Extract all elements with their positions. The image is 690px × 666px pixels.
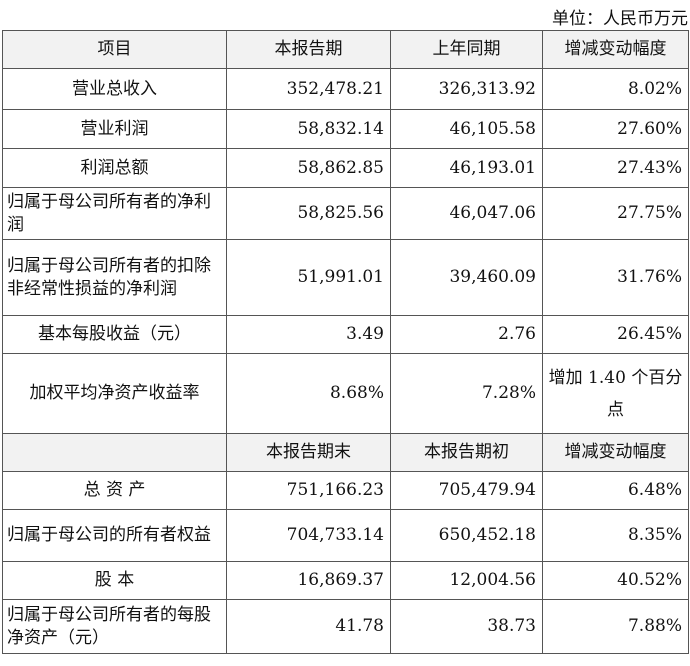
row-label: 归属于母公司的所有者权益 (2, 509, 227, 562)
current-value: 58,862.85 (226, 148, 391, 188)
begin-value: 705,479.94 (390, 471, 543, 510)
change-value: 27.75% (542, 187, 689, 240)
row-label: 基本每股收益（元） (2, 315, 227, 354)
change-value: 40.52% (542, 561, 689, 600)
prior-value: 39,460.09 (390, 239, 543, 316)
unit-note: 单位：人民币万元 (552, 9, 688, 29)
end-value: 16,869.37 (226, 561, 391, 600)
prior-value: 7.28% (390, 353, 543, 434)
begin-value: 38.73 (390, 599, 543, 654)
current-value: 8.68% (226, 353, 391, 434)
change-value: 31.76% (542, 239, 689, 316)
begin-value: 650,452.18 (390, 509, 543, 562)
header-cell (2, 433, 227, 472)
change-value: 26.45% (542, 315, 689, 354)
header-cell: 上年同期 (390, 30, 543, 69)
change-value: 7.88% (542, 599, 689, 654)
table-header-row: 本报告期末 本报告期初 增减变动幅度 (2, 433, 689, 472)
table-row: 基本每股收益（元） 3.49 2.76 26.45% (2, 315, 689, 354)
prior-value: 46,047.06 (390, 187, 543, 240)
table-row: 营业利润 58,832.14 46,105.58 27.60% (2, 109, 689, 149)
current-value: 58,832.14 (226, 109, 391, 149)
change-value: 增加 1.40 个百分点 (542, 353, 689, 434)
header-cell: 项目 (2, 30, 227, 69)
row-label: 营业利润 (2, 109, 227, 149)
end-value: 704,733.14 (226, 509, 391, 562)
table-row: 归属于母公司所有者的每股净资产（元） 41.78 38.73 7.88% (2, 599, 689, 654)
end-value: 41.78 (226, 599, 391, 654)
prior-value: 46,105.58 (390, 109, 543, 149)
change-value: 27.43% (542, 148, 689, 188)
change-value: 8.35% (542, 509, 689, 562)
prior-value: 326,313.92 (390, 68, 543, 110)
prior-value: 46,193.01 (390, 148, 543, 188)
header-cell: 本报告期初 (390, 433, 543, 472)
table-row: 归属于母公司的所有者权益 704,733.14 650,452.18 8.35% (2, 509, 689, 562)
row-label: 股 本 (2, 561, 227, 600)
row-label: 归属于母公司所有者的净利润 (2, 187, 227, 240)
row-label: 营业总收入 (2, 68, 227, 110)
table-row: 营业总收入 352,478.21 326,313.92 8.02% (2, 68, 689, 110)
current-value: 352,478.21 (226, 68, 391, 110)
financial-summary-table: 项目 本报告期 上年同期 增减变动幅度 营业总收入 352,478.21 326… (2, 30, 689, 654)
end-value: 751,166.23 (226, 471, 391, 510)
header-cell: 本报告期末 (226, 433, 391, 472)
header-cell: 增减变动幅度 (542, 30, 689, 69)
table-row: 归属于母公司所有者的净利润 58,825.56 46,047.06 27.75% (2, 187, 689, 240)
table-row: 归属于母公司所有者的扣除非经常性损益的净利润 51,991.01 39,460.… (2, 239, 689, 316)
row-label: 归属于母公司所有者的扣除非经常性损益的净利润 (2, 239, 227, 316)
table-row: 股 本 16,869.37 12,004.56 40.52% (2, 561, 689, 600)
change-value: 6.48% (542, 471, 689, 510)
row-label: 归属于母公司所有者的每股净资产（元） (2, 599, 227, 654)
current-value: 51,991.01 (226, 239, 391, 316)
row-label: 利润总额 (2, 148, 227, 188)
current-value: 3.49 (226, 315, 391, 354)
begin-value: 12,004.56 (390, 561, 543, 600)
header-cell: 本报告期 (226, 30, 391, 69)
table-header-row: 项目 本报告期 上年同期 增减变动幅度 (2, 30, 689, 69)
table-row: 加权平均净资产收益率 8.68% 7.28% 增加 1.40 个百分点 (2, 353, 689, 434)
table-row: 总 资 产 751,166.23 705,479.94 6.48% (2, 471, 689, 510)
table-row: 利润总额 58,862.85 46,193.01 27.43% (2, 148, 689, 188)
prior-value: 2.76 (390, 315, 543, 354)
row-label: 加权平均净资产收益率 (2, 353, 227, 434)
header-cell: 增减变动幅度 (542, 433, 689, 472)
row-label: 总 资 产 (2, 471, 227, 510)
change-value: 27.60% (542, 109, 689, 149)
current-value: 58,825.56 (226, 187, 391, 240)
change-value: 8.02% (542, 68, 689, 110)
